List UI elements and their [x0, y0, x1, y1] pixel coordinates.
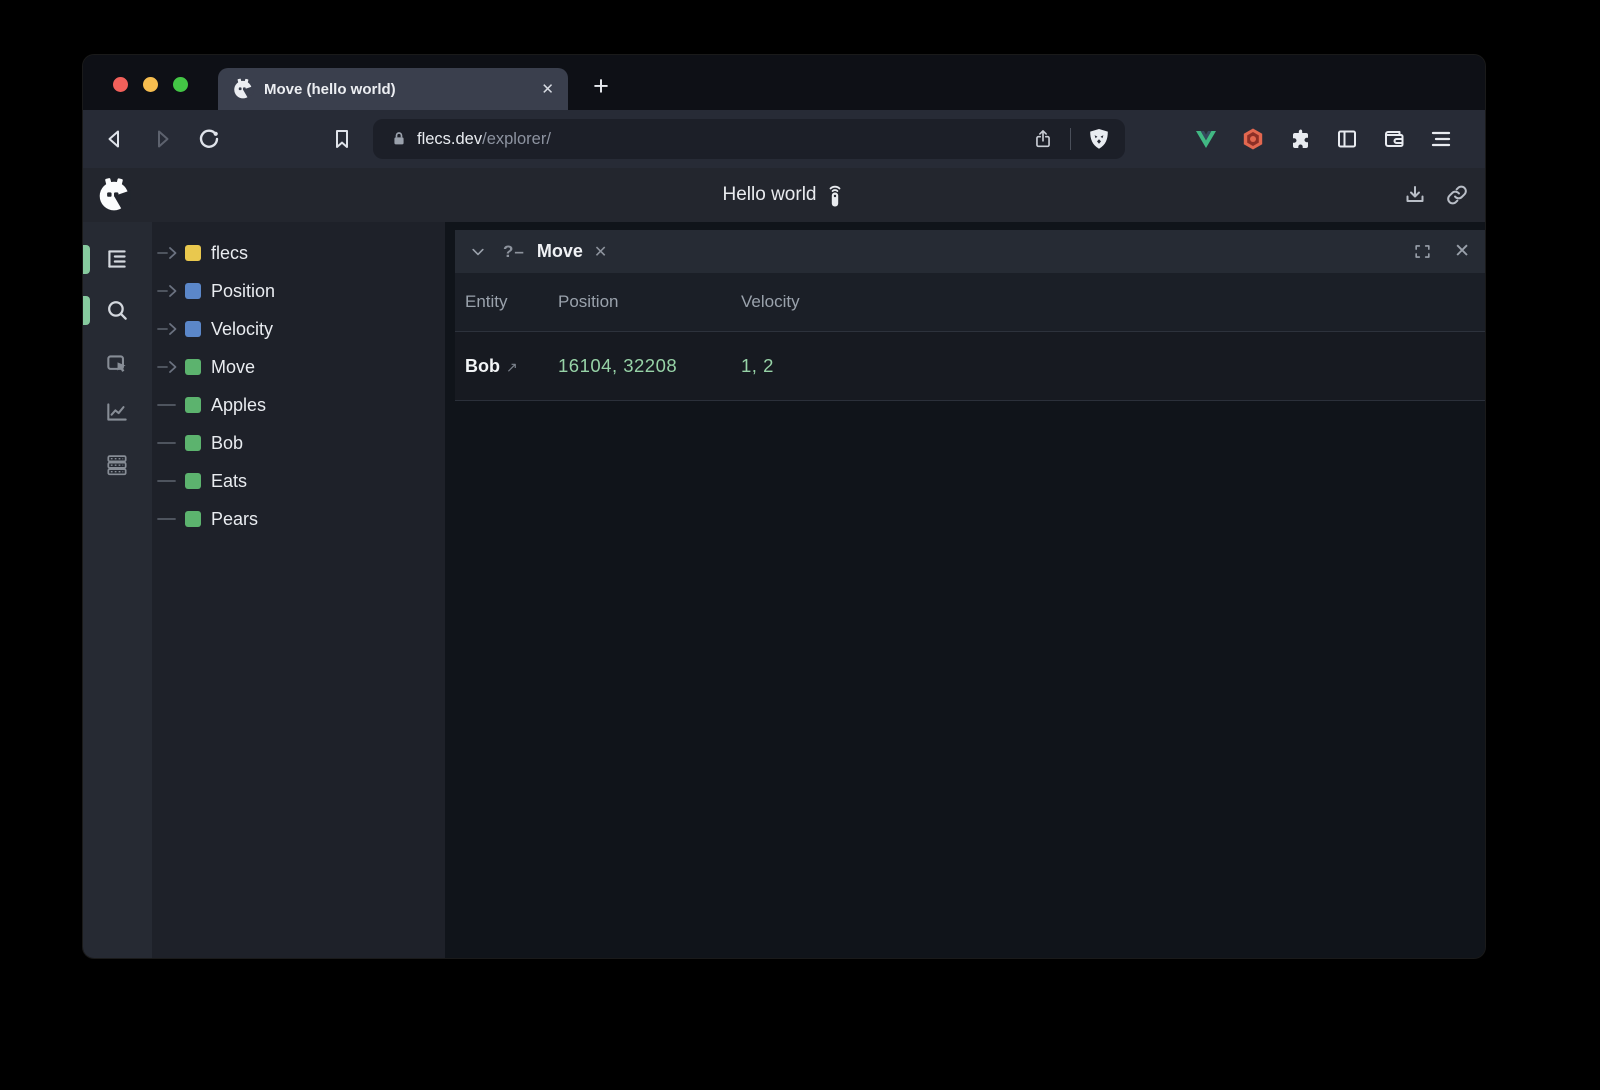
- inspector-icon[interactable]: [104, 351, 130, 377]
- leaf-line-icon: [157, 480, 176, 482]
- entity-color-square: [185, 359, 201, 375]
- tree-item-position[interactable]: Position: [152, 272, 445, 310]
- query-panel-close-icon[interactable]: ✕: [1454, 241, 1470, 262]
- copy-link-icon[interactable]: [1445, 183, 1469, 207]
- url-path: /explorer/: [482, 129, 551, 148]
- icon-rail: [83, 222, 152, 958]
- entity-color-square: [185, 245, 201, 261]
- back-button[interactable]: [103, 127, 127, 151]
- tree-item-apples[interactable]: Apples: [152, 386, 445, 424]
- entity-color-square: [185, 435, 201, 451]
- close-window-button[interactable]: [113, 77, 128, 92]
- remote-connection-icon[interactable]: [825, 182, 845, 208]
- memory-rows-icon[interactable]: [104, 452, 130, 478]
- tab-close-icon[interactable]: ✕: [541, 81, 554, 98]
- search-query-icon[interactable]: [104, 297, 130, 323]
- vue-devtools-extension-icon[interactable]: [1193, 126, 1219, 152]
- velocity-value: 1, 2: [741, 355, 774, 376]
- position-value: 16104, 32208: [558, 355, 678, 376]
- leaf-line-icon: [157, 404, 176, 406]
- url-domain: flecs.dev: [417, 129, 483, 148]
- leaf-line-icon: [157, 442, 176, 444]
- zoom-window-button[interactable]: [173, 77, 188, 92]
- browser-tab[interactable]: Move (hello world) ✕: [218, 68, 568, 110]
- menu-hamburger-icon[interactable]: [1428, 126, 1454, 152]
- query-title: Move: [536, 241, 583, 261]
- forward-button[interactable]: [150, 127, 174, 151]
- browser-toolbar: flecs.dev/explorer/: [83, 110, 1485, 168]
- entity-color-square: [185, 473, 201, 489]
- column-header-position: Position: [558, 292, 619, 311]
- entity-color-square: [185, 511, 201, 527]
- stats-chart-icon[interactable]: [104, 399, 130, 425]
- tree-item-velocity[interactable]: Velocity: [152, 310, 445, 348]
- entity-name[interactable]: Bob: [465, 355, 500, 376]
- new-tab-button[interactable]: +: [593, 70, 609, 101]
- toolbar-separator: [1069, 128, 1071, 150]
- tree-item-label: Pears: [211, 508, 259, 529]
- column-header-velocity: Velocity: [741, 292, 800, 311]
- expand-arrow-icon[interactable]: [157, 317, 183, 341]
- address-bar[interactable]: flecs.dev/explorer/: [373, 119, 1125, 159]
- flecs-logo-icon: [96, 177, 132, 213]
- tree-item-eats[interactable]: Eats: [152, 462, 445, 500]
- query-term-remove-icon[interactable]: ✕: [593, 243, 608, 261]
- tree-item-label: flecs: [211, 242, 249, 263]
- entity-link-icon[interactable]: ↗: [506, 358, 518, 375]
- reload-button[interactable]: [197, 127, 221, 151]
- lock-icon: [389, 129, 409, 149]
- tree-item-label: Eats: [211, 470, 248, 491]
- chevron-down-icon[interactable]: [470, 244, 486, 260]
- expand-arrow-icon[interactable]: [157, 355, 183, 379]
- tree-view-icon[interactable]: [104, 246, 130, 272]
- tree-item-label: Bob: [211, 432, 244, 453]
- hexagon-extension-icon[interactable]: [1240, 126, 1266, 152]
- leaf-line-icon: [157, 518, 176, 520]
- tree-item-pears[interactable]: Pears: [152, 500, 445, 538]
- fullscreen-icon[interactable]: [1413, 242, 1432, 261]
- app-header: Hello world: [83, 168, 1485, 222]
- query-operator: ?–: [503, 241, 525, 261]
- extensions-puzzle-icon[interactable]: [1287, 126, 1313, 152]
- download-icon[interactable]: [1403, 183, 1427, 207]
- main-panel: ?– Move ✕ ✕ Entity Position Velocity: [445, 222, 1485, 958]
- column-header-entity: Entity: [465, 292, 508, 311]
- flecs-favicon-icon: [232, 78, 254, 100]
- table-header-row: Entity Position Velocity: [455, 273, 1485, 332]
- active-indicator-tree: [83, 245, 90, 274]
- table-row[interactable]: Bob ↗ 16104, 32208 1, 2: [455, 332, 1485, 401]
- tree-item-label: Position: [211, 280, 276, 301]
- brave-shield-icon[interactable]: [1087, 127, 1111, 151]
- browser-window: Move (hello world) ✕ + flecs.dev/explore…: [83, 55, 1485, 958]
- tree-item-label: Apples: [211, 394, 267, 415]
- entity-color-square: [185, 283, 201, 299]
- query-header: ?– Move ✕ ✕: [455, 230, 1485, 273]
- expand-arrow-icon[interactable]: [157, 241, 183, 265]
- bookmark-icon[interactable]: [330, 127, 354, 151]
- query-card: ?– Move ✕ ✕ Entity Position Velocity: [455, 230, 1485, 401]
- traffic-lights: [113, 77, 188, 92]
- tab-strip: Move (hello world) ✕ +: [83, 55, 1485, 110]
- tab-title: Move (hello world): [264, 80, 396, 98]
- tree-item-bob[interactable]: Bob: [152, 424, 445, 462]
- entity-cell: Bob ↗: [455, 356, 558, 377]
- tree-item-flecs[interactable]: flecs: [152, 234, 445, 272]
- tree-item-label: Velocity: [211, 318, 274, 339]
- tree-item-move[interactable]: Move: [152, 348, 445, 386]
- url-text: flecs.dev/explorer/: [417, 130, 551, 149]
- tree-item-label: Move: [211, 356, 256, 377]
- wallet-icon[interactable]: [1381, 126, 1407, 152]
- expand-arrow-icon[interactable]: [157, 279, 183, 303]
- entity-tree-panel: flecs Position Velocity Move Apples Bob Eats Pe…: [152, 222, 445, 958]
- entity-color-square: [185, 321, 201, 337]
- sidebar-toggle-icon[interactable]: [1334, 126, 1360, 152]
- entity-color-square: [185, 397, 201, 413]
- minimize-window-button[interactable]: [143, 77, 158, 92]
- active-indicator-query: [83, 296, 90, 325]
- world-title: Hello world: [722, 184, 817, 205]
- share-icon[interactable]: [1032, 128, 1054, 150]
